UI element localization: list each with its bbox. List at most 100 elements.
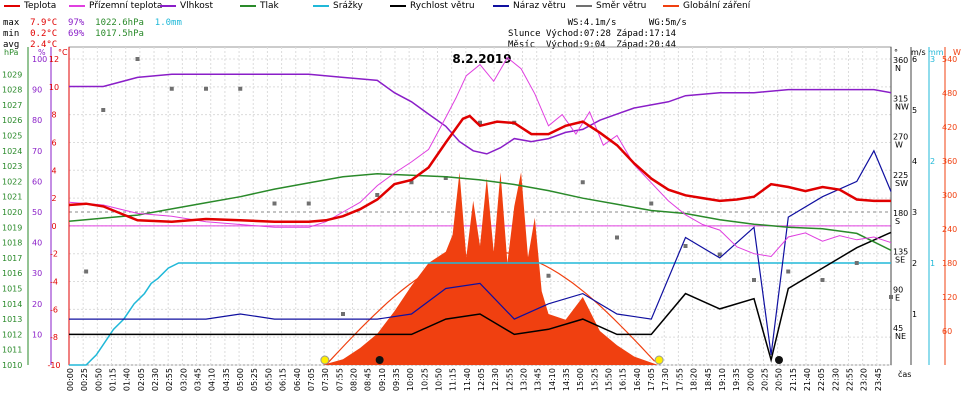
x-tick: 12:55 — [505, 368, 514, 391]
legend-label: Teplota — [24, 1, 57, 11]
temp-tick: 2 — [51, 194, 56, 203]
stats-min: min 0.2°C 69% 1017.5hPa — [3, 29, 144, 39]
temp-tick: 10 — [49, 83, 59, 92]
radiation-area — [322, 172, 659, 365]
wind-direction-point — [375, 193, 380, 197]
dir-tick: 180 — [893, 209, 908, 218]
x-tick: 01:40 — [123, 368, 132, 391]
x-tick: 17:05 — [647, 368, 656, 391]
wind-direction-point — [546, 273, 551, 278]
x-tick: 13:45 — [534, 368, 543, 391]
x-tick: 04:10 — [208, 368, 217, 391]
x-tick: 17:55 — [675, 368, 684, 391]
wind-direction-point — [169, 86, 174, 91]
stats-avg: avg 2.4°C — [3, 40, 58, 50]
pct-tick: 40 — [32, 239, 42, 248]
legend-swatch — [390, 5, 406, 7]
legend-label: Srážky — [333, 1, 363, 11]
rad-tick: 240 — [942, 225, 957, 234]
x-tick: 21:15 — [789, 368, 798, 391]
x-tick: 10:50 — [434, 368, 443, 391]
series-wind-speed — [69, 231, 892, 363]
wind-direction-point — [478, 120, 482, 125]
legend-item: Srážky — [313, 1, 363, 11]
legend: Teplota Přízemní teplota Vlhkost Tlak Srážky… — [0, 0, 966, 13]
wind-tick: 4 — [912, 157, 917, 166]
wind-tick: 5 — [912, 106, 917, 115]
sunset: Západ:17:14 — [616, 29, 676, 39]
wind-direction-point — [272, 201, 277, 206]
chart-title: 8.2.2019 — [452, 52, 511, 66]
wind-tick: 1 — [912, 310, 917, 319]
legend-label: Globální záření — [683, 1, 751, 11]
x-tick: 08:45 — [364, 368, 373, 391]
rad-tick: 60 — [942, 327, 952, 336]
wind-direction-point — [649, 201, 654, 206]
wind-tick: 2 — [912, 259, 917, 268]
hpa-tick: 1015 — [2, 285, 22, 294]
dir-tick-label: SW — [895, 179, 908, 188]
series-pressure — [68, 173, 892, 251]
moonset: Západ:20:44 — [616, 40, 676, 50]
x-tick: 00:00 — [66, 368, 75, 391]
hpa-tick: 1019 — [2, 223, 22, 232]
sunrise: Východ:07:28 — [545, 29, 611, 39]
hpa-tick: 1010 — [2, 361, 22, 370]
x-tick: 22:55 — [845, 368, 854, 391]
series-wind-gust — [69, 149, 892, 355]
x-tick: 04:35 — [222, 368, 231, 391]
legend-swatch — [69, 5, 85, 7]
moonset-marker — [775, 356, 784, 364]
x-tick: 05:25 — [250, 368, 259, 391]
pct-tick: 10 — [32, 330, 42, 339]
x-tick: 12:30 — [491, 368, 500, 391]
hpa-tick: 1017 — [2, 254, 22, 263]
legend-swatch — [160, 5, 176, 7]
x-tick: 09:35 — [392, 368, 401, 391]
rad-tick: 120 — [942, 293, 957, 302]
temp-tick: 0 — [51, 222, 56, 231]
hpa-tick: 1024 — [2, 147, 22, 156]
astro-panel: WS:4.1m/s WG:5m/s Slunce Východ:07:28 Zá… — [508, 18, 687, 51]
legend-label: Rychlost větru — [410, 1, 475, 11]
moonrise: Východ:9:04 — [545, 40, 606, 50]
x-tick: 05:00 — [236, 368, 245, 391]
legend-label: Přízemní teplota — [89, 1, 163, 11]
x-tick: 08:20 — [349, 368, 358, 391]
wind-direction-point — [854, 261, 859, 265]
x-tick: 21:40 — [803, 368, 812, 391]
x-tick: 07:30 — [321, 368, 330, 391]
hpa-tick: 1012 — [2, 330, 22, 339]
x-tick: 09:10 — [378, 368, 387, 391]
wind-direction-point — [820, 278, 825, 282]
x-tick: 14:35 — [562, 368, 571, 391]
rain-tick: 2 — [930, 157, 935, 166]
x-tick: 07:05 — [307, 368, 316, 391]
temp-tick: -6 — [50, 305, 58, 314]
hpa-tick: 1028 — [2, 86, 22, 95]
wind-direction-point — [101, 108, 106, 112]
sunrise-marker — [320, 355, 330, 365]
axis-rad-unit: W — [953, 48, 961, 57]
stats-panel: max 7.9°C 97% 1022.6hPa 1.0mm min 0.2°C … — [3, 18, 182, 51]
pct-tick: 90 — [32, 86, 42, 95]
x-tick: 14:10 — [548, 368, 557, 391]
pct-tick: 70 — [32, 147, 42, 156]
wind-direction-point — [341, 312, 345, 316]
x-tick: 20:50 — [775, 368, 784, 391]
wind-direction-point — [615, 235, 619, 240]
temp-tick: 6 — [51, 138, 56, 147]
axis-pct-unit: % — [38, 48, 46, 57]
x-tick: 01:15 — [109, 368, 118, 391]
dir-tick-label: NW — [895, 102, 909, 111]
hpa-tick: 1023 — [2, 162, 22, 171]
legend-item: Náraz větru — [493, 1, 566, 11]
x-tick: 16:15 — [619, 368, 628, 391]
moonrise-marker — [375, 356, 384, 364]
dir-tick-label: S — [895, 217, 900, 226]
legend-item: Globální záření — [663, 1, 750, 11]
pct-tick: 100 — [32, 55, 47, 64]
x-axis-label: čas — [898, 369, 911, 379]
wind-direction-point — [135, 57, 140, 61]
